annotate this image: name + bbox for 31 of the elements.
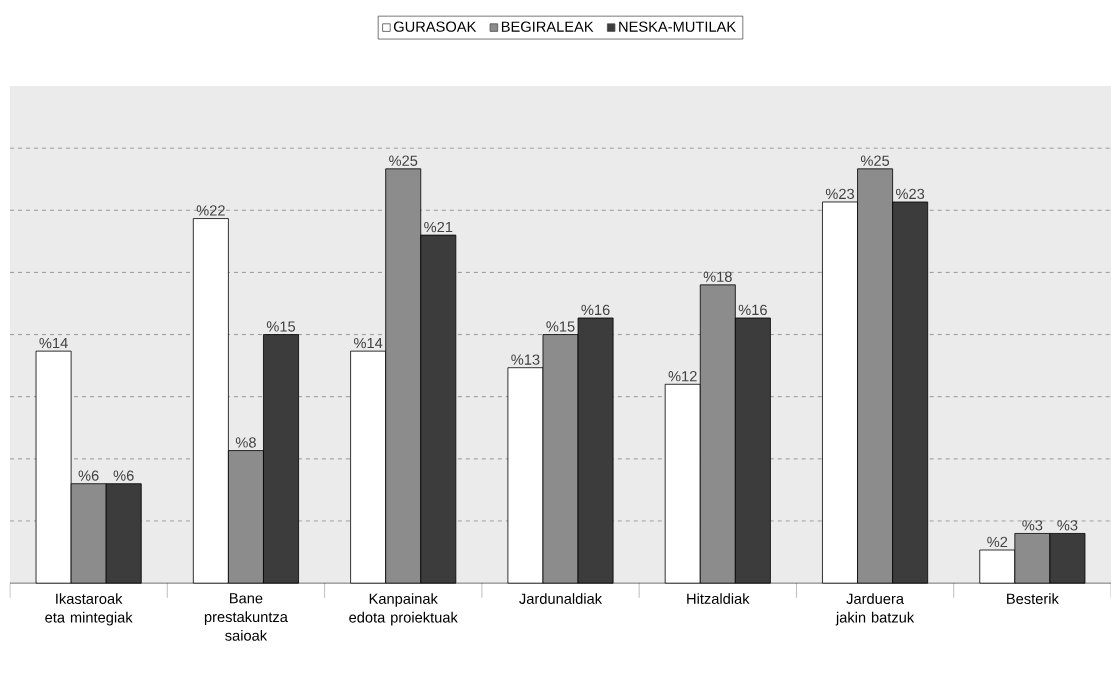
data-label: %8 [235,437,256,448]
data-label: %2 [987,536,1008,548]
legend-label: NESKA-MUTILAK [619,21,736,32]
data-label: %3 [1057,520,1078,531]
data-label: %25 [860,155,890,166]
data-label: %23 [896,188,925,199]
data-label: %16 [581,304,610,315]
data-label: %21 [424,221,453,233]
data-label: %22 [196,205,225,216]
data-label: %13 [511,354,540,365]
data-label: %12 [668,370,697,382]
x-tick-label: Besterik [1007,593,1059,604]
data-label: %16 [738,304,767,315]
x-tick-label: Kanpainak edota proiektuak [349,593,458,626]
x-tick-label: Jardunaldiak [519,593,603,604]
x-tick-label: Hitzaldiak [687,593,750,604]
data-label: %25 [389,155,418,166]
data-label: %3 [1022,520,1043,531]
data-label: %15 [546,321,575,332]
data-label: %18 [703,271,732,282]
x-tick-label: Ikastaroak eta mintegiak [45,593,133,626]
data-label: %6 [113,470,134,481]
x-tick-label: Bane prestakuntza saioak [204,593,288,641]
x-tick-label: Jarduera jakin batzuk [835,593,915,626]
legend-label: GURASOAK [393,21,477,32]
data-label: %23 [825,188,855,199]
legend-label: BEGIRALEAK [501,21,594,32]
data-label: %15 [266,321,296,332]
data-label: %6 [78,470,99,481]
data-label: %14 [39,337,68,349]
data-label: %14 [353,337,383,349]
